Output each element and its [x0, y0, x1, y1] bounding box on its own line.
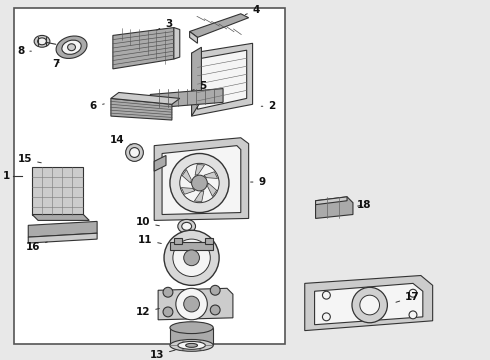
Ellipse shape: [38, 38, 47, 45]
Polygon shape: [181, 188, 195, 194]
Text: 17: 17: [396, 292, 420, 302]
Ellipse shape: [68, 44, 75, 51]
Polygon shape: [190, 31, 197, 43]
Circle shape: [180, 163, 219, 203]
Polygon shape: [315, 283, 423, 325]
Polygon shape: [28, 221, 97, 237]
Circle shape: [210, 305, 220, 315]
Circle shape: [210, 285, 220, 295]
Circle shape: [125, 144, 144, 161]
Ellipse shape: [186, 343, 197, 347]
Text: 18: 18: [357, 200, 371, 210]
Text: 1: 1: [3, 171, 10, 181]
Polygon shape: [305, 275, 433, 330]
Circle shape: [184, 250, 199, 266]
Circle shape: [184, 296, 199, 312]
Text: 9: 9: [250, 177, 266, 187]
Text: 4: 4: [245, 5, 260, 15]
Ellipse shape: [178, 220, 196, 233]
Bar: [174, 238, 182, 244]
Bar: [170, 328, 213, 345]
Polygon shape: [197, 50, 246, 109]
Bar: [15, 8, 285, 345]
Polygon shape: [195, 191, 204, 202]
Ellipse shape: [170, 322, 213, 334]
Circle shape: [163, 307, 173, 317]
Text: 12: 12: [136, 307, 159, 317]
Polygon shape: [195, 165, 204, 175]
Polygon shape: [111, 98, 172, 120]
Ellipse shape: [182, 222, 192, 230]
Circle shape: [129, 148, 140, 157]
Ellipse shape: [56, 36, 87, 58]
Polygon shape: [208, 183, 217, 197]
Polygon shape: [204, 172, 218, 179]
Text: 16: 16: [25, 242, 47, 252]
Circle shape: [409, 289, 417, 297]
Polygon shape: [190, 14, 248, 37]
Polygon shape: [182, 170, 191, 183]
Text: 10: 10: [136, 217, 159, 228]
Text: 13: 13: [149, 350, 175, 360]
Text: 11: 11: [138, 235, 161, 245]
Circle shape: [173, 239, 210, 276]
Circle shape: [176, 288, 207, 320]
Circle shape: [322, 313, 330, 321]
Ellipse shape: [34, 35, 50, 47]
Text: 15: 15: [18, 154, 41, 165]
Bar: [205, 238, 213, 244]
Polygon shape: [158, 288, 233, 320]
Polygon shape: [154, 156, 166, 171]
Ellipse shape: [178, 341, 205, 349]
Circle shape: [170, 153, 229, 212]
Polygon shape: [32, 215, 89, 220]
Polygon shape: [192, 43, 252, 116]
Text: 14: 14: [110, 135, 132, 145]
Circle shape: [163, 287, 173, 297]
Polygon shape: [28, 233, 97, 243]
Text: 8: 8: [17, 46, 31, 56]
Polygon shape: [316, 197, 347, 205]
Polygon shape: [162, 146, 241, 215]
Circle shape: [192, 175, 207, 191]
Circle shape: [409, 311, 417, 319]
Polygon shape: [174, 28, 180, 59]
Polygon shape: [150, 89, 223, 108]
Ellipse shape: [62, 40, 81, 54]
Text: 7: 7: [52, 59, 59, 69]
Polygon shape: [154, 138, 248, 220]
Ellipse shape: [170, 339, 213, 351]
Polygon shape: [113, 28, 174, 69]
Polygon shape: [111, 93, 180, 104]
Polygon shape: [192, 47, 201, 116]
Circle shape: [322, 291, 330, 299]
Circle shape: [352, 287, 388, 323]
Circle shape: [360, 295, 380, 315]
Bar: [32, 167, 83, 215]
Text: 5: 5: [192, 81, 207, 91]
Text: 3: 3: [157, 19, 172, 30]
Polygon shape: [316, 197, 353, 219]
Bar: [170, 242, 213, 250]
Text: 6: 6: [90, 101, 104, 111]
Circle shape: [164, 230, 219, 285]
Text: 2: 2: [261, 101, 275, 111]
